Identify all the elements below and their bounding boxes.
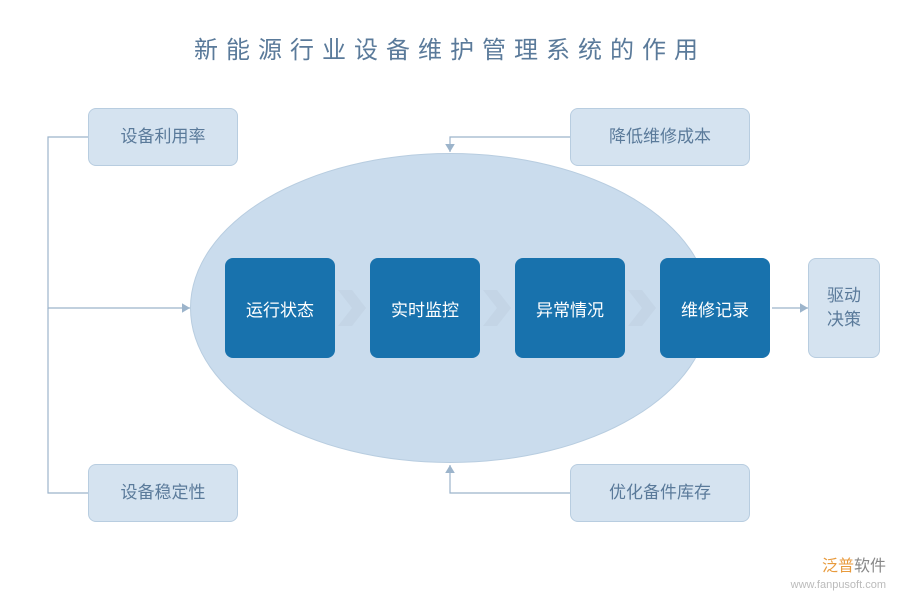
center-box-3: 维修记录 bbox=[660, 258, 770, 358]
watermark: 泛普软件 www.fanpusoft.com bbox=[791, 557, 886, 592]
brand-prefix: 泛普 bbox=[822, 558, 854, 575]
arrowhead-icon bbox=[800, 303, 808, 313]
center-box-0: 运行状态 bbox=[225, 258, 335, 358]
outer-box-stable: 设备稳定性 bbox=[88, 464, 238, 522]
chevron-arrow-2 bbox=[628, 290, 656, 326]
connector-cost-to-center bbox=[450, 137, 570, 152]
connector-stable-to-center bbox=[48, 308, 88, 493]
connector-stock-to-center bbox=[450, 465, 570, 493]
center-box-1: 实时监控 bbox=[370, 258, 480, 358]
chevron-arrow-1 bbox=[483, 290, 511, 326]
arrowhead-icon bbox=[445, 144, 455, 152]
center-box-2: 异常情况 bbox=[515, 258, 625, 358]
outer-box-drive: 驱动 决策 bbox=[808, 258, 880, 358]
outer-box-stock: 优化备件库存 bbox=[570, 464, 750, 522]
watermark-url: www.fanpusoft.com bbox=[791, 578, 886, 592]
outer-box-cost: 降低维修成本 bbox=[570, 108, 750, 166]
arrowhead-icon bbox=[445, 465, 455, 473]
chevron-arrow-0 bbox=[338, 290, 366, 326]
brand-suffix: 软件 bbox=[854, 558, 886, 575]
arrowhead-icon bbox=[182, 303, 190, 313]
outer-box-util: 设备利用率 bbox=[88, 108, 238, 166]
